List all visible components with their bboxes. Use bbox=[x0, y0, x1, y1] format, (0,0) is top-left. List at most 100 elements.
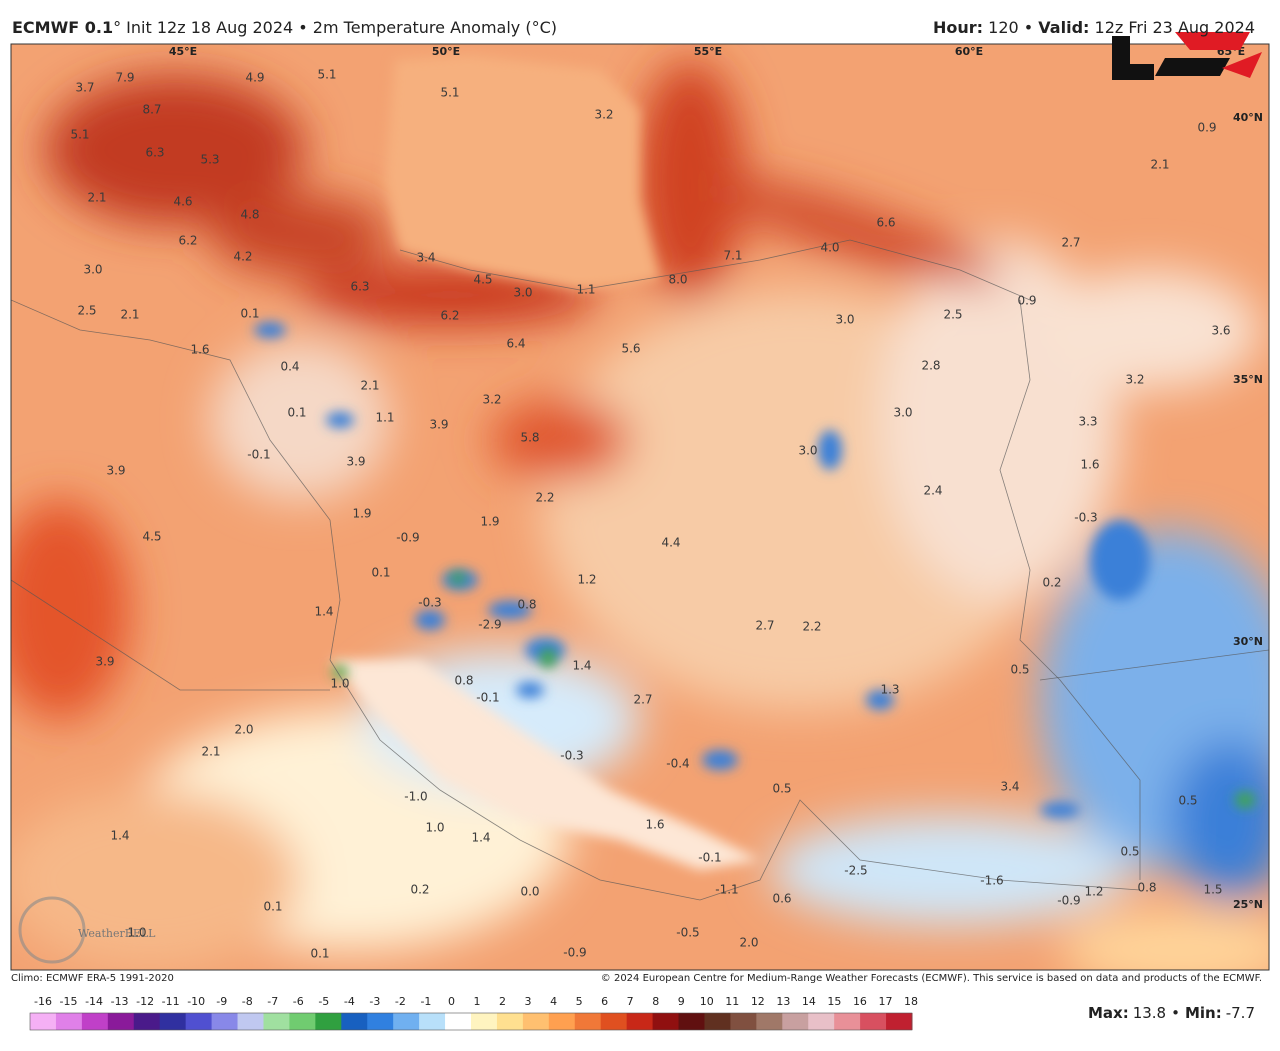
anomaly-label: 1.6 bbox=[645, 818, 664, 832]
colorbar-cell bbox=[860, 1013, 887, 1030]
colorbar-cell bbox=[678, 1013, 705, 1030]
anomaly-label: 2.5 bbox=[77, 304, 96, 318]
anomaly-label: 3.2 bbox=[1125, 373, 1144, 387]
colorbar-tick-label: 17 bbox=[878, 995, 892, 1008]
anomaly-label: 0.2 bbox=[1042, 576, 1061, 590]
anomaly-label: 3.2 bbox=[594, 108, 613, 122]
anomaly-label: 0.2 bbox=[410, 883, 429, 897]
colorbar-cell bbox=[782, 1013, 809, 1030]
colorbar-tick-label: 16 bbox=[853, 995, 867, 1008]
anomaly-label: 1.4 bbox=[314, 605, 333, 619]
anomaly-label: 3.0 bbox=[893, 406, 912, 420]
separator: • bbox=[1171, 1004, 1180, 1022]
anomaly-label: 0.0 bbox=[520, 885, 539, 899]
colorbar-tick-label: 14 bbox=[802, 995, 816, 1008]
colorbar-cell bbox=[548, 1013, 576, 1030]
anomaly-label: 2.1 bbox=[87, 191, 106, 205]
map-frame bbox=[10, 43, 1270, 971]
anomaly-label: 1.2 bbox=[1084, 885, 1103, 899]
anomaly-label: 3.9 bbox=[429, 418, 448, 432]
anomaly-label: 4.0 bbox=[820, 241, 839, 255]
anomaly-label: 3.7 bbox=[75, 81, 94, 95]
colorbar-cell bbox=[81, 1013, 109, 1030]
anomaly-label: 0.5 bbox=[1010, 663, 1029, 677]
colorbar-frame bbox=[29, 1012, 913, 1031]
colorbar-tick-label: -12 bbox=[136, 995, 154, 1008]
latitude-label: 25°N bbox=[1233, 898, 1263, 911]
longitude-label: 55°E bbox=[694, 45, 722, 58]
colorbar-cell bbox=[704, 1013, 731, 1030]
colorbar-tick-label: 18 bbox=[904, 995, 918, 1008]
anomaly-label: 0.5 bbox=[1120, 845, 1139, 859]
header-part: Hour: bbox=[933, 18, 983, 37]
colorbar-cell bbox=[496, 1013, 524, 1030]
colorbar-cell bbox=[886, 1013, 913, 1030]
colorbar-tick-label: -14 bbox=[85, 995, 103, 1008]
colorbar-tick-label: 7 bbox=[627, 995, 634, 1008]
colorbar-tick-label: 0 bbox=[448, 995, 455, 1008]
colorbar-cell bbox=[730, 1013, 757, 1030]
longitude-label: 50°E bbox=[432, 45, 460, 58]
max-label: Max: bbox=[1088, 1004, 1129, 1022]
anomaly-label: 1.4 bbox=[110, 829, 129, 843]
min-value: -7.7 bbox=[1226, 1004, 1255, 1022]
anomaly-label: 1.4 bbox=[471, 831, 490, 845]
anomaly-label: -0.9 bbox=[563, 946, 586, 960]
anomaly-label: 1.0 bbox=[127, 926, 146, 940]
anomaly-label: 0.1 bbox=[263, 900, 282, 914]
anomaly-label: -1.6 bbox=[980, 874, 1003, 888]
anomaly-label: 5.1 bbox=[70, 128, 89, 142]
anomaly-label: 5.1 bbox=[440, 86, 459, 100]
colorbar-tick-label: -7 bbox=[267, 995, 278, 1008]
colorbar-tick-label: 11 bbox=[725, 995, 739, 1008]
anomaly-label: 3.0 bbox=[798, 444, 817, 458]
colorbar-cell bbox=[652, 1013, 680, 1030]
anomaly-label: 0.9 bbox=[1197, 121, 1216, 135]
colorbar-tick-label: -10 bbox=[187, 995, 205, 1008]
colorbar-tick-label: -2 bbox=[395, 995, 406, 1008]
anomaly-label: -1.1 bbox=[715, 883, 738, 897]
anomaly-label: 4.5 bbox=[142, 530, 161, 544]
colorbar-tick-label: -16 bbox=[34, 995, 52, 1008]
anomaly-label: 3.9 bbox=[95, 655, 114, 669]
header-part: ° Init 12z 18 Aug 2024 • 2m Temperature … bbox=[113, 18, 557, 37]
colorbar-cell bbox=[471, 1013, 498, 1030]
colorbar-tick-label: 3 bbox=[525, 995, 532, 1008]
border bbox=[1039, 649, 1269, 681]
colorbar-cell bbox=[522, 1013, 550, 1030]
anomaly-label: -0.1 bbox=[247, 448, 270, 462]
border bbox=[999, 299, 1141, 880]
anomaly-label: 1.9 bbox=[480, 515, 499, 529]
coastline bbox=[399, 249, 641, 291]
anomaly-label: 2.1 bbox=[120, 308, 139, 322]
anomaly-label: 4.4 bbox=[661, 536, 680, 550]
anomaly-label: 0.1 bbox=[310, 947, 329, 961]
anomaly-label: -2.9 bbox=[478, 618, 501, 632]
anomaly-label: 1.3 bbox=[880, 683, 899, 697]
anomaly-label: 5.8 bbox=[520, 431, 539, 445]
anomaly-label: 6.2 bbox=[440, 309, 459, 323]
anomaly-label: 8.7 bbox=[142, 103, 161, 117]
logo bbox=[1112, 32, 1262, 80]
anomaly-label: 4.5 bbox=[473, 273, 492, 287]
colorbar-cell bbox=[30, 1013, 57, 1030]
anomaly-label: -0.1 bbox=[476, 691, 499, 705]
anomaly-label: 4.9 bbox=[245, 71, 264, 85]
colorbar-tick-label: 9 bbox=[678, 995, 685, 1008]
colorbar-cell bbox=[367, 1013, 394, 1030]
anomaly-label: 1.2 bbox=[577, 573, 596, 587]
colorbar-cell bbox=[185, 1013, 213, 1030]
colorbar-cell bbox=[626, 1013, 654, 1030]
colorbar-tick-label: 1 bbox=[474, 995, 481, 1008]
anomaly-label: 7.1 bbox=[723, 249, 742, 263]
anomaly-label: 0.9 bbox=[1017, 294, 1036, 308]
anomaly-label: -0.5 bbox=[676, 926, 699, 940]
anomaly-label: 3.0 bbox=[835, 313, 854, 327]
header-right: Hour: 120 • Valid: 12z Fri 23 Aug 2024 bbox=[933, 18, 1255, 37]
anomaly-label: 1.0 bbox=[425, 821, 444, 835]
colorbar-tick-label: -6 bbox=[293, 995, 304, 1008]
border bbox=[639, 239, 1031, 301]
colorbar-tick-label: -1 bbox=[420, 995, 431, 1008]
colorbar-cell bbox=[55, 1013, 83, 1030]
